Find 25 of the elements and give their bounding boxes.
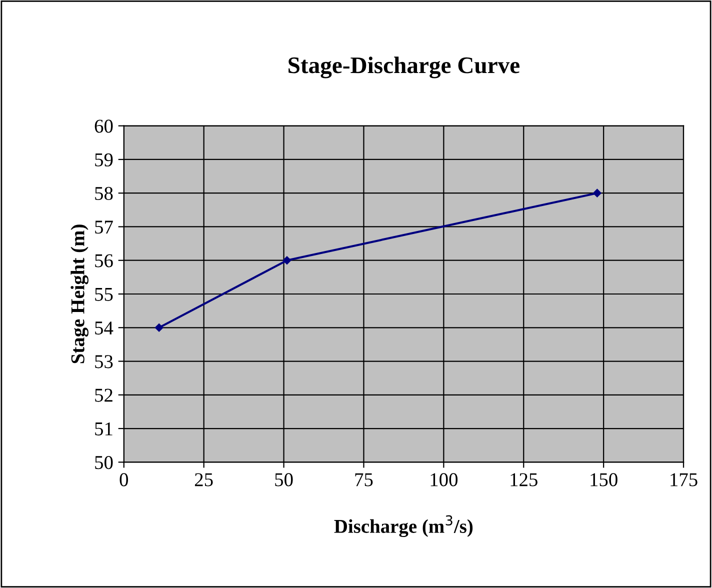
x-axis-title: Discharge (m$^{3}$/s) xyxy=(334,515,473,538)
y-tick-label: 51 xyxy=(95,422,112,436)
x-tick-label: 125 xyxy=(510,473,538,486)
y-tick-label: 60 xyxy=(94,120,113,133)
x-tick-label: 75 xyxy=(355,473,373,486)
point xyxy=(154,324,164,332)
x-tick-label: 175 xyxy=(670,473,698,486)
y-axis-title: Stage Height (m) xyxy=(70,224,88,364)
y-tick-label: 53 xyxy=(95,355,113,368)
x-tick-label: 25 xyxy=(194,473,213,486)
x-tick-label: 100 xyxy=(430,473,458,486)
y-tick-label: 58 xyxy=(95,186,113,200)
x-tick-label: 0 xyxy=(120,473,128,486)
y-tick-label: 57 xyxy=(95,220,113,234)
point xyxy=(593,188,602,198)
y-tick-label: 56 xyxy=(95,254,113,268)
y-tick-label: 55 xyxy=(95,288,113,301)
y-tick-label: 50 xyxy=(95,456,113,470)
x-tick-label: 150 xyxy=(590,473,618,486)
y-tick-label: 59 xyxy=(95,153,113,166)
point xyxy=(282,256,292,264)
chart-title: Stage-Discharge Curve xyxy=(288,56,520,78)
x-tick-label: 50 xyxy=(275,473,293,486)
y-tick-label: 54 xyxy=(95,322,114,335)
y-tick-label: 52 xyxy=(95,388,112,402)
